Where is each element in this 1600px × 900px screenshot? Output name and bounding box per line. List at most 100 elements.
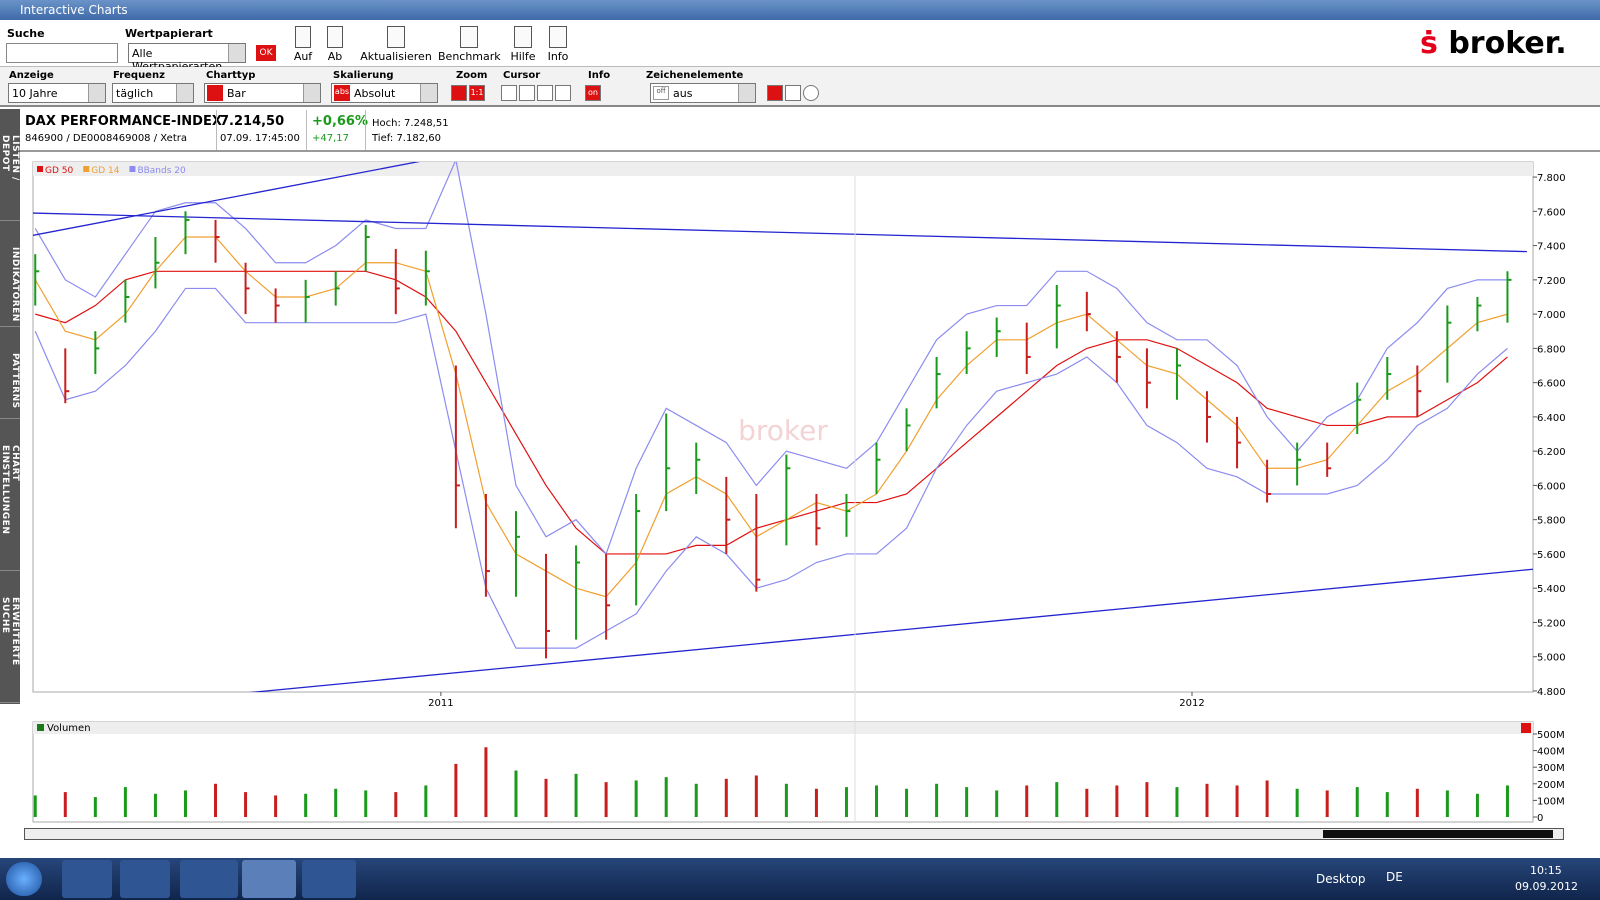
indicator-line-lower	[34, 287, 1508, 649]
price-plot	[32, 161, 1534, 693]
trend-line	[33, 162, 421, 236]
volume-bar	[544, 778, 548, 818]
volume-bar	[304, 793, 308, 818]
volume-bar	[364, 790, 368, 818]
chart-area: broker Volumen 4.800 5.000 5.200 5.400 5.600…	[32, 161, 1566, 824]
volume-bar	[153, 793, 157, 818]
volume-bar	[935, 783, 939, 818]
field-dropdown[interactable]: Absolut	[331, 83, 438, 103]
y-tick-label: 6.600	[1537, 379, 1566, 390]
volume-bar	[1325, 790, 1329, 818]
info-label: Info	[588, 70, 611, 81]
drawing-dropdown[interactable]: aus	[650, 83, 756, 103]
y-tick-label: 6.400	[1537, 413, 1566, 424]
search-input[interactable]	[6, 43, 118, 63]
start-button[interactable]	[6, 862, 42, 896]
volume-bar	[1265, 780, 1269, 818]
clock-date: 09.09.2012	[1515, 880, 1578, 893]
field-dropdown[interactable]: Bar	[204, 83, 321, 103]
benchmark-button[interactable]: Benchmark	[438, 26, 501, 63]
task-firefox[interactable]	[120, 860, 170, 898]
legend-label: GD 14	[91, 166, 119, 176]
side-tab[interactable]: INDIKATOREN	[0, 223, 20, 327]
cursor-horizontal[interactable]	[555, 85, 571, 101]
zoom-label: Zoom	[456, 70, 488, 81]
type-label: Wertpapierart	[125, 27, 213, 40]
price: 7.214,50	[220, 114, 285, 129]
close-panel[interactable]	[1521, 723, 1531, 733]
cursor-vertical[interactable]	[537, 85, 553, 101]
tool-text[interactable]	[785, 85, 801, 101]
volume-tick-label: 200M	[1537, 780, 1565, 791]
trend-line	[33, 212, 1528, 253]
volume-bar	[123, 787, 127, 818]
legend-strip	[33, 162, 1533, 176]
up-button[interactable]: Auf	[292, 26, 314, 63]
task-charts[interactable]	[242, 860, 296, 898]
volume-bar	[1085, 788, 1089, 818]
task-app[interactable]	[180, 860, 238, 898]
volume-bar	[604, 782, 608, 818]
legend-swatch	[129, 166, 136, 172]
settings-bar: Anzeige 10 Jahre Frequenz täglich Chartt…	[0, 67, 1600, 107]
cursor-cross[interactable]	[519, 85, 535, 101]
tool-s[interactable]	[803, 85, 819, 101]
volume-bar	[1175, 787, 1179, 818]
field-dropdown[interactable]: täglich	[112, 83, 194, 103]
volume-tick-label: 500M	[1537, 730, 1565, 741]
y-tick-label: 5.600	[1537, 550, 1566, 561]
window-title: Interactive Charts	[20, 3, 128, 17]
x-tick-label: 2012	[1179, 698, 1204, 709]
field-label: Skalierung	[333, 70, 394, 81]
info-button[interactable]: Info	[543, 26, 573, 63]
down-button[interactable]: Ab	[324, 26, 346, 63]
side-tab[interactable]: ERWEITERTE SUCHE	[0, 573, 20, 703]
cursor-arrow[interactable]	[501, 85, 517, 101]
task-explorer[interactable]	[62, 860, 112, 898]
volume-tick-label: 300M	[1537, 763, 1565, 774]
zoom-reset[interactable]: 1:1	[469, 85, 485, 101]
info-label: Info	[547, 50, 569, 63]
cursor-label: Cursor	[503, 70, 541, 81]
y-tick-label: 5.200	[1537, 618, 1566, 629]
high: Hoch: 7.248,51	[372, 118, 449, 129]
field-label: Frequenz	[113, 70, 165, 81]
side-tab[interactable]: PATTERNS	[0, 329, 20, 419]
tool-bars[interactable]	[767, 85, 783, 101]
info-toggle[interactable]: on	[585, 85, 601, 101]
trend-line	[248, 568, 1533, 692]
side-tab[interactable]: CHART EINSTELLUNGEN	[0, 421, 20, 571]
refresh-button[interactable]: Aktualisieren	[360, 26, 432, 63]
desktop-label[interactable]: Desktop	[1316, 872, 1366, 886]
task-paint[interactable]	[302, 860, 356, 898]
taskbar: Desktop DE 10:15 09.09.2012	[0, 858, 1600, 900]
change: +47,17	[312, 133, 350, 144]
help-button[interactable]: Hilfe	[508, 26, 538, 63]
volume-bar	[905, 788, 909, 818]
volume-bar	[63, 792, 67, 818]
volume-bar	[724, 778, 728, 818]
scrollbar[interactable]	[24, 828, 1564, 840]
side-tab[interactable]: LISTEN / DEPOT	[0, 111, 20, 221]
benchmark-label: Benchmark	[438, 50, 501, 63]
volume-bar	[1445, 790, 1449, 818]
y-tick-label: 7.200	[1537, 276, 1566, 287]
volume-bar	[484, 747, 488, 818]
zoom-in[interactable]	[451, 85, 467, 101]
toolbar: Suche Wertpapierart Alle Wertpapierarten…	[0, 20, 1600, 73]
field-dropdown[interactable]: 10 Jahre	[8, 83, 106, 103]
volume-bar	[1355, 787, 1359, 818]
instrument-strip: DAX PERFORMANCE-INDEX 846900 / DE0008469…	[20, 110, 1600, 152]
sidebar: LISTEN / DEPOT INDIKATOREN PATTERNS CHAR…	[0, 109, 20, 704]
volume-bar	[784, 783, 788, 818]
volume-bar	[1115, 785, 1119, 818]
language[interactable]: DE	[1386, 870, 1403, 884]
y-tick-label: 7.400	[1537, 242, 1566, 253]
volume-tick-label: 0	[1537, 813, 1543, 824]
y-tick-label: 5.400	[1537, 584, 1566, 595]
low: Tief: 7.182,60	[372, 133, 441, 144]
volume-bar	[814, 788, 818, 818]
ok-button[interactable]: OK	[256, 45, 276, 61]
clock-time: 10:15	[1530, 864, 1562, 877]
volume-bar	[1235, 785, 1239, 818]
